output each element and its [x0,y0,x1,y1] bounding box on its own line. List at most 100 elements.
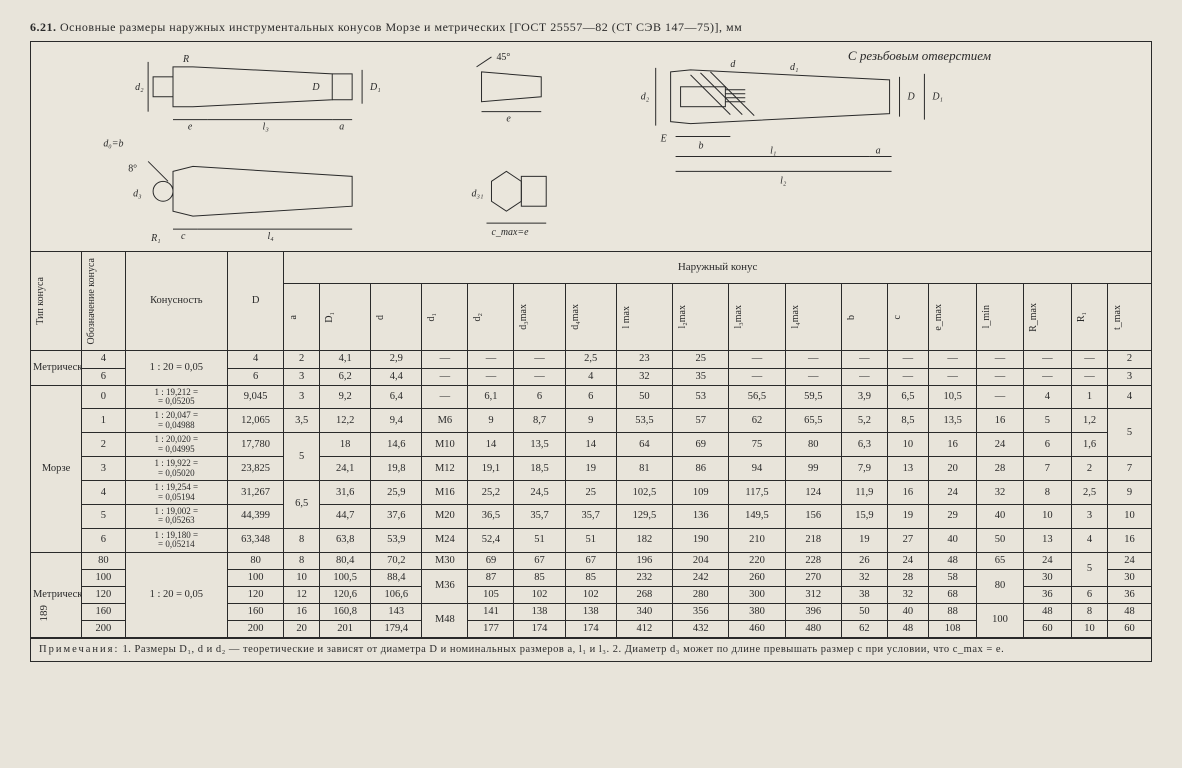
cell: 1,2 [1072,409,1108,433]
cell: 102,5 [616,481,672,505]
cell: 50 [616,385,672,409]
svg-text:8°: 8° [128,163,137,174]
table-title: 6.21. Основные размеры наружных инструме… [30,20,1152,35]
cell: 13,5 [514,433,565,457]
cell: 16 [977,409,1023,433]
cell: 228 [785,552,841,569]
cell: 85 [565,569,616,586]
cell: 6 [1072,586,1108,603]
svg-text:l₄: l₄ [268,231,275,242]
cell: 18 [320,433,371,457]
type-cell: Метрический [31,552,82,637]
cell: 30 [1023,569,1072,586]
cell: 88 [928,603,977,620]
cell: 24 [1023,552,1072,569]
cell: 10 [1023,504,1072,528]
cell: 36,5 [468,504,514,528]
col-a: a [284,283,320,351]
cell: 87 [468,569,514,586]
cell: 65 [977,552,1023,569]
svg-text:l₃: l₃ [263,122,270,133]
cell: 5 [1072,552,1108,586]
cell: 80 [82,552,125,569]
cell: — [468,351,514,368]
cell: 9,2 [320,385,371,409]
cell: 8 [284,528,320,552]
cell: 9 [565,409,616,433]
cell: 52,4 [468,528,514,552]
cell: 3,9 [841,385,887,409]
footnotes: Примечания: 1. Размеры D₁, d и d₂ — теор… [30,638,1152,662]
cell: 8,7 [514,409,565,433]
type-cell: Метрический [31,351,82,385]
svg-text:e: e [506,114,511,125]
cell: 232 [616,569,672,586]
col-d4max: d₄max [565,283,616,351]
cell: 6,4 [371,385,422,409]
cell: 156 [785,504,841,528]
cell: 4 [1072,528,1108,552]
cell: 12,2 [320,409,371,433]
cell: 4 [1107,385,1151,409]
cell: 67 [565,552,616,569]
col-l4max: l₄max [785,283,841,351]
svg-text:d₀=b: d₀=b [103,139,123,150]
cell: 4 [82,481,125,505]
taper-cell: 1 : 20 = 0,05 [125,552,227,637]
taper-cell: 1 : 19,002 == 0,05263 [125,504,227,528]
cell: — [422,351,468,368]
cell: 25,9 [371,481,422,505]
cell: 4 [227,351,283,368]
cell: 218 [785,528,841,552]
cell: 70,2 [371,552,422,569]
taper-cell: 1 : 19,254 == 0,05194 [125,481,227,505]
taper-cell: 1 : 20,020 == 0,04995 [125,433,227,457]
col-lmax: l max [616,283,672,351]
cell: 58 [928,569,977,586]
table-row: Морзе01 : 19,212 == 0,052059,04539,26,4—… [31,385,1152,409]
svg-text:d₂: d₂ [641,92,650,103]
cell: 12 [284,586,320,603]
svg-text:E: E [660,134,667,145]
cell: 3 [1072,504,1108,528]
svg-text:D: D [906,92,915,103]
cell: 63,348 [227,528,283,552]
cell: 6,1 [468,385,514,409]
cell: 35,7 [514,504,565,528]
cell: 1 [1072,385,1108,409]
cell: 5 [1023,409,1072,433]
svg-text:a: a [339,122,344,133]
cell: 63,8 [320,528,371,552]
taper-cell: 1 : 19,212 == 0,05205 [125,385,227,409]
cell: — [785,351,841,368]
svg-text:D₁: D₁ [931,92,943,103]
cell: — [887,368,928,385]
svg-text:c_max=e: c_max=e [491,227,529,238]
cell: 7 [1107,457,1151,481]
col-b: b [841,283,887,351]
cell: 120 [227,586,283,603]
cell: 6,5 [284,481,320,529]
cell: 23,825 [227,457,283,481]
cell: 4,4 [371,368,422,385]
cell: 36 [1023,586,1072,603]
cell: M10 [422,433,468,457]
cell: 8 [1072,603,1108,620]
cell: 18,5 [514,457,565,481]
cell: 50 [841,603,887,620]
cell: 10 [1072,620,1108,637]
cell: 80 [227,552,283,569]
cell: 4 [565,368,616,385]
cell: 3,5 [284,409,320,433]
cell: — [468,368,514,385]
cell: 3 [284,385,320,409]
col-d2: d₂ [468,283,514,351]
cell: 19,1 [468,457,514,481]
cell: 182 [616,528,672,552]
cell: 81 [616,457,672,481]
cell: 200 [82,620,125,637]
table-row: Метрический41 : 20 = 0,05424,12,9———2,52… [31,351,1152,368]
cell: 23 [616,351,672,368]
cell: 11,9 [841,481,887,505]
cell: 5 [1107,409,1151,457]
